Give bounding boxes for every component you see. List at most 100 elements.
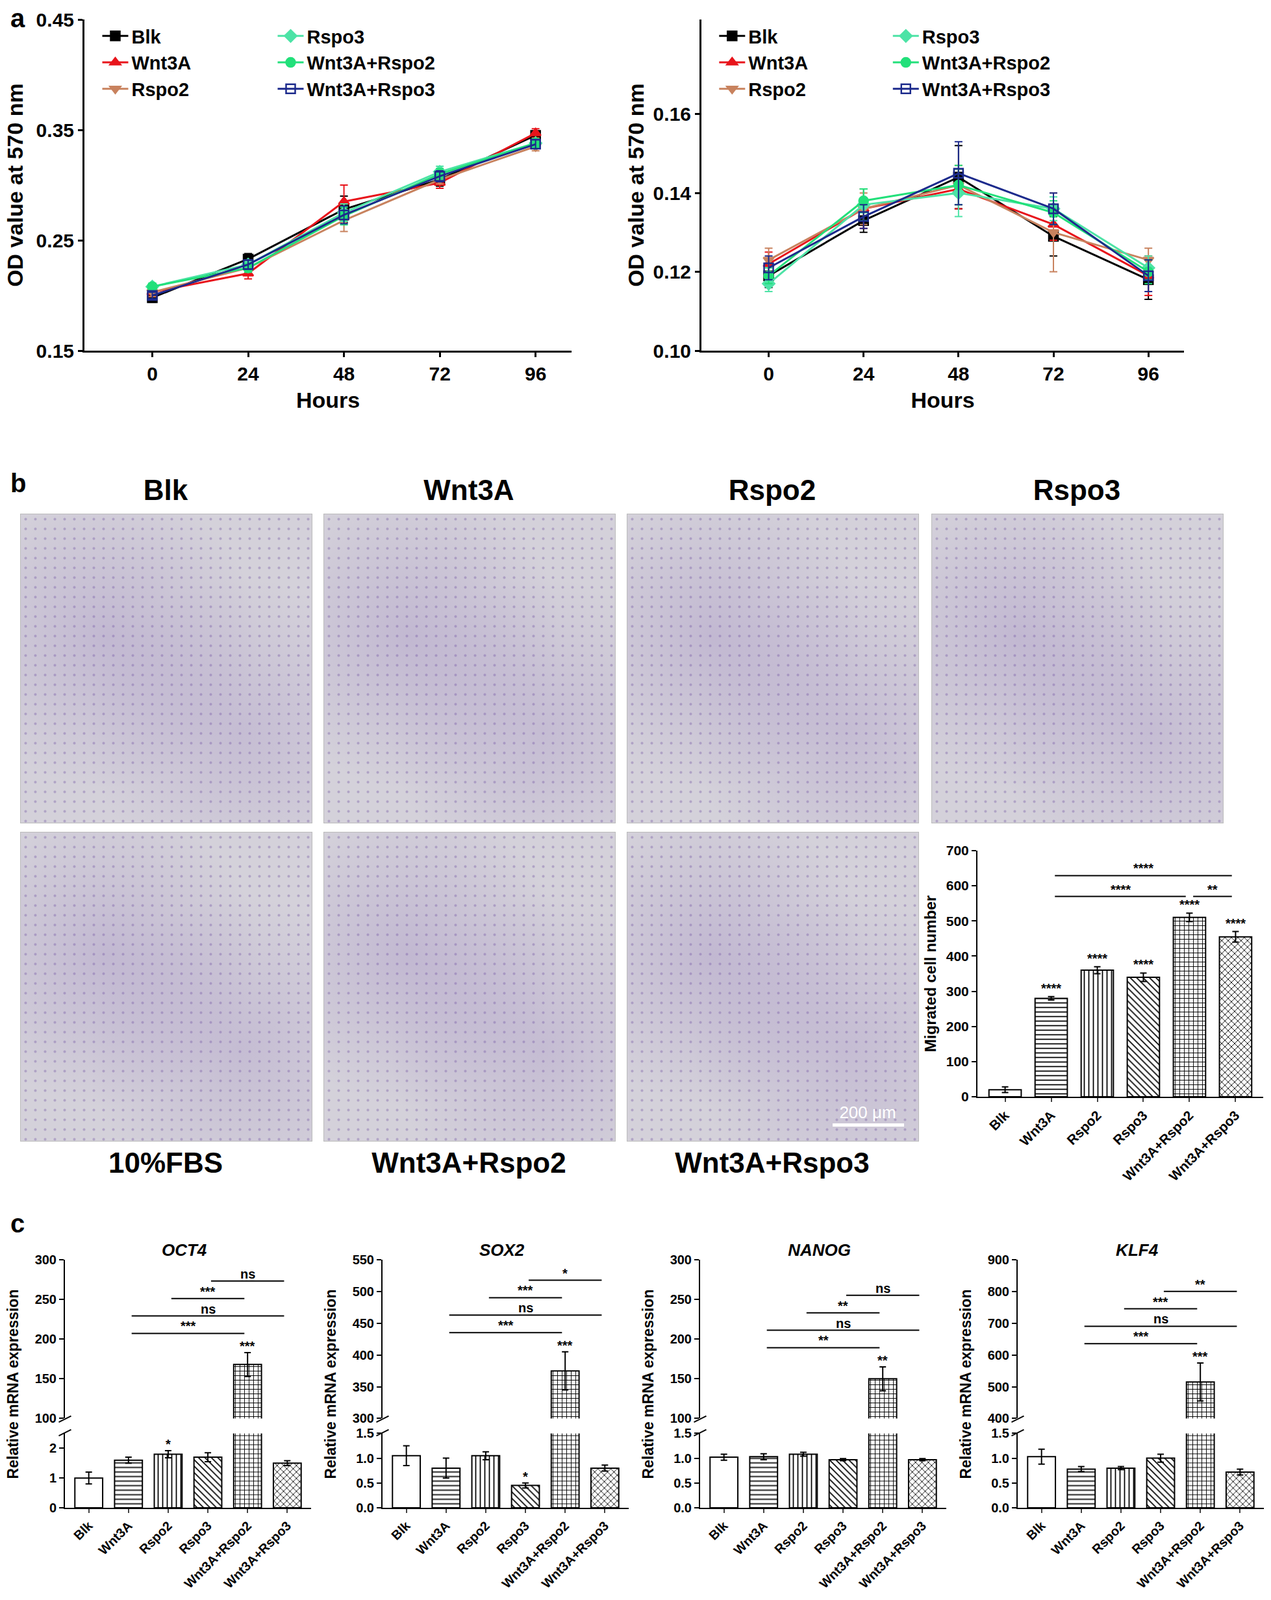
svg-text:Hours: Hours xyxy=(296,387,360,413)
svg-text:**: ** xyxy=(837,1298,849,1314)
svg-text:100: 100 xyxy=(35,1411,57,1426)
svg-text:1.0: 1.0 xyxy=(991,1451,1010,1466)
svg-text:0.0: 0.0 xyxy=(673,1500,692,1516)
svg-text:0.12: 0.12 xyxy=(653,261,692,283)
svg-text:0.14: 0.14 xyxy=(653,182,692,204)
svg-text:Rspo2: Rspo2 xyxy=(771,1518,810,1557)
svg-text:100: 100 xyxy=(670,1411,692,1426)
svg-text:Rspo3: Rspo3 xyxy=(811,1518,850,1557)
svg-text:150: 150 xyxy=(670,1371,692,1386)
svg-text:***: *** xyxy=(517,1283,534,1298)
svg-text:200: 200 xyxy=(670,1332,692,1347)
svg-text:0.15: 0.15 xyxy=(36,340,75,362)
svg-text:450: 450 xyxy=(352,1316,375,1331)
svg-text:700: 700 xyxy=(987,1316,1010,1331)
svg-text:0: 0 xyxy=(961,1089,969,1105)
svg-text:****: **** xyxy=(1110,882,1131,897)
svg-text:0: 0 xyxy=(146,363,158,385)
svg-text:**: ** xyxy=(1195,1277,1206,1292)
svg-text:24: 24 xyxy=(237,363,260,385)
svg-text:****: **** xyxy=(1225,916,1246,931)
svg-text:350: 350 xyxy=(352,1380,375,1395)
svg-text:Wnt3A+Rspo2: Wnt3A+Rspo2 xyxy=(922,52,1051,74)
svg-text:**: ** xyxy=(818,1333,829,1348)
svg-text:Blk: Blk xyxy=(70,1518,96,1544)
svg-text:Rspo2: Rspo2 xyxy=(136,1518,175,1557)
svg-text:1: 1 xyxy=(49,1471,57,1486)
svg-text:1.5: 1.5 xyxy=(355,1426,375,1441)
svg-text:Rspo2: Rspo2 xyxy=(131,79,190,101)
svg-text:0.16: 0.16 xyxy=(653,103,692,125)
svg-text:OD value at 570 nm: OD value at 570 nm xyxy=(623,83,649,288)
svg-text:0.5: 0.5 xyxy=(355,1476,375,1491)
svg-text:***: *** xyxy=(557,1338,573,1353)
svg-text:400: 400 xyxy=(352,1348,375,1363)
svg-text:Wnt3A+Rspo2: Wnt3A+Rspo2 xyxy=(1119,1107,1196,1184)
svg-text:72: 72 xyxy=(1042,363,1064,385)
svg-text:Wnt3A+Rspo2: Wnt3A+Rspo2 xyxy=(181,1518,254,1592)
svg-text:700: 700 xyxy=(946,843,969,858)
svg-text:Rspo3: Rspo3 xyxy=(1109,1107,1151,1149)
svg-text:NANOG: NANOG xyxy=(787,1240,851,1260)
svg-text:800: 800 xyxy=(987,1284,1010,1299)
svg-text:SOX2: SOX2 xyxy=(479,1240,525,1260)
svg-text:300: 300 xyxy=(670,1252,692,1268)
svg-text:ns: ns xyxy=(1153,1311,1169,1327)
svg-text:Wnt3A+Rspo3: Wnt3A+Rspo3 xyxy=(922,79,1051,101)
svg-text:***: *** xyxy=(1133,1329,1149,1344)
svg-text:500: 500 xyxy=(352,1284,375,1299)
svg-text:0.35: 0.35 xyxy=(36,119,75,141)
svg-text:200: 200 xyxy=(946,1019,969,1034)
svg-text:600: 600 xyxy=(946,878,969,894)
svg-text:***: *** xyxy=(1192,1349,1209,1364)
svg-text:500: 500 xyxy=(987,1380,1010,1395)
svg-text:0: 0 xyxy=(49,1500,57,1516)
svg-text:****: **** xyxy=(1041,981,1062,996)
svg-text:Wnt3A: Wnt3A xyxy=(748,52,808,74)
svg-text:200: 200 xyxy=(35,1332,57,1347)
svg-text:0.0: 0.0 xyxy=(355,1500,375,1516)
svg-text:Blk: Blk xyxy=(985,1107,1012,1134)
svg-text:****: **** xyxy=(1179,897,1200,912)
svg-text:**: ** xyxy=(1207,882,1218,897)
svg-text:Wnt3A+Rspo3: Wnt3A+Rspo3 xyxy=(538,1518,612,1592)
svg-text:Migrated cell number: Migrated cell number xyxy=(921,895,940,1053)
svg-text:0: 0 xyxy=(763,363,775,385)
svg-text:48: 48 xyxy=(947,363,969,385)
svg-text:***: *** xyxy=(1152,1295,1169,1310)
svg-text:Blk: Blk xyxy=(131,26,162,48)
svg-text:***: *** xyxy=(239,1339,256,1354)
svg-text:100: 100 xyxy=(946,1054,969,1070)
svg-text:2: 2 xyxy=(49,1441,57,1456)
svg-text:ns: ns xyxy=(200,1302,216,1317)
svg-text:1.5: 1.5 xyxy=(991,1426,1010,1441)
svg-text:Wnt3A: Wnt3A xyxy=(730,1518,770,1558)
svg-text:1.0: 1.0 xyxy=(673,1451,692,1466)
svg-text:Rspo3: Rspo3 xyxy=(493,1518,532,1557)
svg-text:400: 400 xyxy=(946,948,969,964)
svg-text:Relative mRNA expression: Relative mRNA expression xyxy=(957,1289,975,1480)
svg-text:300: 300 xyxy=(946,983,969,999)
svg-text:0.0: 0.0 xyxy=(991,1500,1010,1516)
svg-text:150: 150 xyxy=(35,1371,57,1386)
svg-text:Wnt3A: Wnt3A xyxy=(1048,1518,1088,1558)
svg-text:ns: ns xyxy=(835,1316,851,1331)
svg-text:0.45: 0.45 xyxy=(36,9,75,31)
svg-text:Rspo2: Rspo2 xyxy=(748,79,806,101)
svg-text:250: 250 xyxy=(670,1292,692,1307)
svg-text:0.10: 0.10 xyxy=(653,340,692,362)
svg-text:*: * xyxy=(165,1437,171,1452)
svg-text:900: 900 xyxy=(987,1252,1010,1268)
svg-text:72: 72 xyxy=(428,363,451,385)
svg-text:***: *** xyxy=(498,1318,514,1333)
svg-text:0.5: 0.5 xyxy=(673,1476,692,1491)
svg-text:Rspo3: Rspo3 xyxy=(176,1518,215,1557)
svg-text:*: * xyxy=(562,1266,568,1281)
svg-text:Rspo2: Rspo2 xyxy=(1089,1518,1128,1557)
svg-text:Relative mRNA expression: Relative mRNA expression xyxy=(322,1289,340,1480)
svg-text:OD value at 570 nm: OD value at 570 nm xyxy=(2,83,28,288)
svg-text:****: **** xyxy=(1133,957,1154,972)
svg-text:Blk: Blk xyxy=(388,1518,414,1544)
svg-text:300: 300 xyxy=(352,1411,375,1426)
svg-text:400: 400 xyxy=(987,1411,1010,1426)
